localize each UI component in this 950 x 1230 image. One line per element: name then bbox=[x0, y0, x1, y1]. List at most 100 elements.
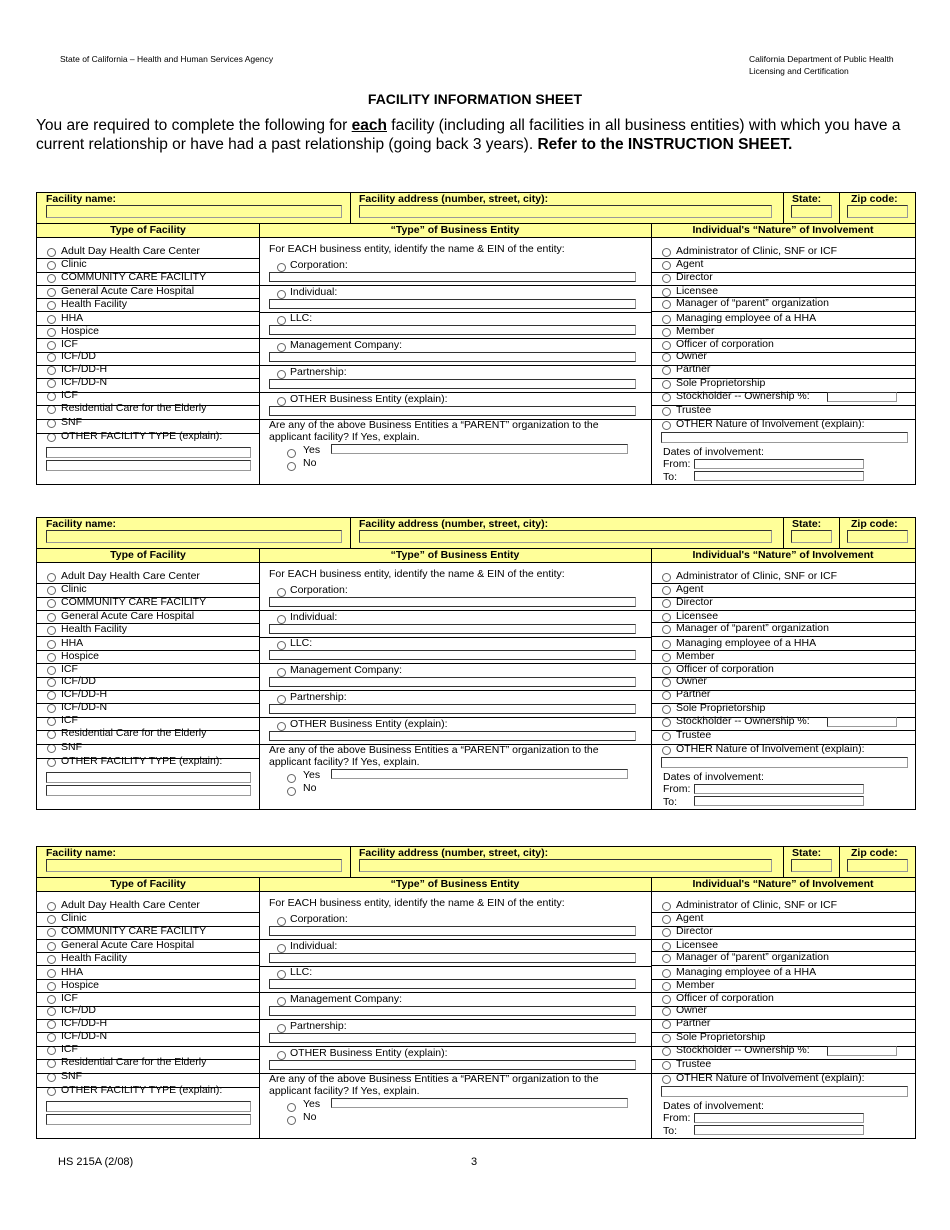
entity-name-ein-input[interactable] bbox=[269, 704, 636, 714]
facility-type-radio[interactable] bbox=[47, 288, 56, 297]
facility-type-radio[interactable] bbox=[47, 955, 56, 964]
entity-radio[interactable] bbox=[277, 588, 286, 597]
nature-radio[interactable] bbox=[662, 1075, 671, 1084]
facility-type-radio[interactable] bbox=[47, 1059, 56, 1068]
facility-type-radio[interactable] bbox=[47, 928, 56, 937]
other-nature-input[interactable] bbox=[661, 1086, 908, 1097]
facility-type-radio[interactable] bbox=[47, 1033, 56, 1042]
entity-name-ein-input[interactable] bbox=[269, 1033, 636, 1043]
nature-radio[interactable] bbox=[662, 1047, 671, 1056]
other-facility-type-input-2[interactable] bbox=[46, 1114, 251, 1125]
nature-radio[interactable] bbox=[662, 942, 671, 951]
nature-radio[interactable] bbox=[662, 573, 671, 582]
facility-name-input[interactable] bbox=[46, 530, 342, 543]
nature-radio[interactable] bbox=[662, 691, 671, 700]
facility-type-radio[interactable] bbox=[47, 1020, 56, 1029]
facility-type-radio[interactable] bbox=[47, 1087, 56, 1096]
facility-type-radio[interactable] bbox=[47, 969, 56, 978]
state-input[interactable] bbox=[791, 530, 832, 543]
entity-name-ein-input[interactable] bbox=[269, 650, 636, 660]
other-nature-input[interactable] bbox=[661, 757, 908, 768]
facility-type-radio[interactable] bbox=[47, 405, 56, 414]
entity-name-ein-input[interactable] bbox=[269, 299, 636, 309]
nature-radio[interactable] bbox=[662, 341, 671, 350]
entity-name-ein-input[interactable] bbox=[269, 352, 636, 362]
nature-radio[interactable] bbox=[662, 261, 671, 270]
entity-name-ein-input[interactable] bbox=[269, 731, 636, 741]
facility-type-radio[interactable] bbox=[47, 902, 56, 911]
parent-no-radio[interactable] bbox=[287, 1116, 296, 1125]
nature-radio[interactable] bbox=[662, 705, 671, 714]
entity-name-ein-input[interactable] bbox=[269, 325, 636, 335]
entity-radio[interactable] bbox=[277, 1051, 286, 1060]
entity-radio[interactable] bbox=[277, 290, 286, 299]
facility-type-radio[interactable] bbox=[47, 586, 56, 595]
nature-radio[interactable] bbox=[662, 902, 671, 911]
other-facility-type-input-1[interactable] bbox=[46, 1101, 251, 1112]
nature-radio[interactable] bbox=[662, 353, 671, 362]
address-input[interactable] bbox=[359, 205, 772, 218]
entity-radio[interactable] bbox=[277, 641, 286, 650]
nature-radio[interactable] bbox=[662, 586, 671, 595]
parent-explain-input[interactable] bbox=[331, 444, 628, 454]
parent-explain-input[interactable] bbox=[331, 769, 628, 779]
state-input[interactable] bbox=[791, 859, 832, 872]
entity-radio[interactable] bbox=[277, 997, 286, 1006]
facility-type-radio[interactable] bbox=[47, 691, 56, 700]
ownership-percent-input[interactable] bbox=[827, 1046, 897, 1056]
zip-input[interactable] bbox=[847, 530, 908, 543]
facility-type-radio[interactable] bbox=[47, 379, 56, 388]
nature-radio[interactable] bbox=[662, 288, 671, 297]
facility-name-input[interactable] bbox=[46, 859, 342, 872]
nature-radio[interactable] bbox=[662, 393, 671, 402]
facility-type-radio[interactable] bbox=[47, 573, 56, 582]
entity-name-ein-input[interactable] bbox=[269, 979, 636, 989]
facility-type-radio[interactable] bbox=[47, 261, 56, 270]
facility-type-radio[interactable] bbox=[47, 599, 56, 608]
address-input[interactable] bbox=[359, 530, 772, 543]
other-nature-input[interactable] bbox=[661, 432, 908, 443]
nature-radio[interactable] bbox=[662, 613, 671, 622]
zip-input[interactable] bbox=[847, 205, 908, 218]
entity-radio[interactable] bbox=[277, 917, 286, 926]
nature-radio[interactable] bbox=[662, 599, 671, 608]
parent-yes-radio[interactable] bbox=[287, 774, 296, 783]
nature-radio[interactable] bbox=[662, 274, 671, 283]
nature-radio[interactable] bbox=[662, 954, 671, 963]
entity-radio[interactable] bbox=[277, 695, 286, 704]
nature-radio[interactable] bbox=[662, 1061, 671, 1070]
nature-radio[interactable] bbox=[662, 407, 671, 416]
entity-radio[interactable] bbox=[277, 668, 286, 677]
ownership-percent-input[interactable] bbox=[827, 717, 897, 727]
entity-name-ein-input[interactable] bbox=[269, 1060, 636, 1070]
facility-type-radio[interactable] bbox=[47, 995, 56, 1004]
from-date-input[interactable] bbox=[694, 784, 864, 794]
facility-type-radio[interactable] bbox=[47, 1007, 56, 1016]
facility-type-radio[interactable] bbox=[47, 392, 56, 401]
nature-radio[interactable] bbox=[662, 666, 671, 675]
entity-name-ein-input[interactable] bbox=[269, 1006, 636, 1016]
entity-radio[interactable] bbox=[277, 397, 286, 406]
nature-radio[interactable] bbox=[662, 328, 671, 337]
entity-radio[interactable] bbox=[277, 615, 286, 624]
nature-radio[interactable] bbox=[662, 366, 671, 375]
nature-radio[interactable] bbox=[662, 982, 671, 991]
entity-radio[interactable] bbox=[277, 1024, 286, 1033]
parent-no-radio[interactable] bbox=[287, 787, 296, 796]
facility-type-radio[interactable] bbox=[47, 1073, 56, 1082]
nature-radio[interactable] bbox=[662, 718, 671, 727]
facility-name-input[interactable] bbox=[46, 205, 342, 218]
nature-radio[interactable] bbox=[662, 625, 671, 634]
facility-type-radio[interactable] bbox=[47, 353, 56, 362]
entity-radio[interactable] bbox=[277, 722, 286, 731]
entity-name-ein-input[interactable] bbox=[269, 406, 636, 416]
entity-name-ein-input[interactable] bbox=[269, 624, 636, 634]
facility-type-radio[interactable] bbox=[47, 315, 56, 324]
facility-type-radio[interactable] bbox=[47, 1046, 56, 1055]
parent-explain-input[interactable] bbox=[331, 1098, 628, 1108]
facility-type-radio[interactable] bbox=[47, 640, 56, 649]
nature-radio[interactable] bbox=[662, 380, 671, 389]
nature-radio[interactable] bbox=[662, 969, 671, 978]
facility-type-radio[interactable] bbox=[47, 758, 56, 767]
facility-type-radio[interactable] bbox=[47, 678, 56, 687]
